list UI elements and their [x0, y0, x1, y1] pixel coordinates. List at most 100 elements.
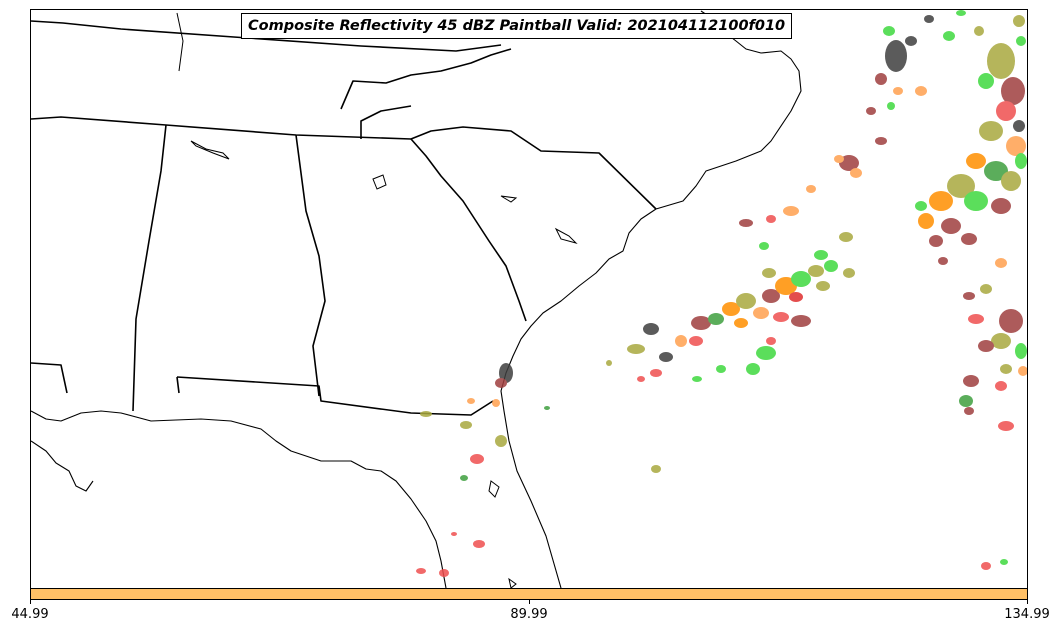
storm-cell	[1000, 559, 1008, 565]
storm-cell	[947, 174, 975, 198]
nc-north-coast-line	[340, 48, 512, 110]
storm-cell	[1006, 136, 1026, 156]
storm-cell	[995, 381, 1007, 391]
storm-cell	[789, 292, 803, 302]
storm-cell	[839, 232, 853, 242]
storm-cell	[1015, 343, 1027, 359]
storm-cell	[606, 360, 612, 366]
storm-cell	[689, 336, 703, 346]
colorbar-label-min: 44.99	[11, 607, 49, 622]
lake-okeechobee	[508, 577, 517, 588]
storm-cell	[708, 313, 724, 325]
storm-cell	[766, 215, 776, 223]
storm-cell	[887, 102, 895, 110]
storm-cell	[1016, 36, 1026, 46]
map-svg	[31, 10, 1027, 588]
storm-cell	[808, 265, 824, 277]
storm-cell	[643, 323, 659, 335]
storm-cell	[1015, 153, 1027, 169]
storm-cell	[964, 407, 974, 415]
storm-cell	[978, 73, 994, 89]
storm-cell	[850, 168, 862, 178]
storm-cell	[736, 293, 756, 309]
storm-cell	[544, 406, 550, 410]
storm-cell	[987, 43, 1015, 79]
colorbar-label-mid: 89.99	[510, 607, 548, 622]
storm-cell	[734, 318, 748, 328]
state-borders	[31, 20, 657, 416]
storm-cell	[467, 398, 475, 404]
storm-cell	[627, 344, 645, 354]
storm-cell	[941, 218, 961, 234]
storm-cell	[1013, 120, 1025, 132]
storm-cell	[929, 191, 953, 211]
storm-cell	[938, 257, 948, 265]
storm-cell	[492, 399, 500, 407]
storm-cell	[766, 337, 776, 345]
storm-cell	[1018, 366, 1027, 376]
storm-cell	[753, 307, 769, 319]
la-ms-border	[31, 362, 68, 394]
lakes	[176, 12, 578, 588]
storm-cell	[460, 475, 468, 481]
storm-cell	[1000, 364, 1012, 374]
storm-cell	[791, 271, 811, 287]
storm-cell	[966, 153, 986, 169]
storm-cell	[659, 352, 673, 362]
storm-cell	[961, 233, 977, 245]
colorbar-tick-right	[1027, 600, 1028, 604]
storm-cell	[416, 568, 426, 574]
storm-cell	[722, 302, 740, 316]
storm-cell	[495, 378, 507, 388]
storm-cell	[420, 411, 432, 417]
storm-cell	[883, 26, 895, 36]
storm-cell	[959, 395, 973, 407]
storm-cell	[915, 201, 927, 211]
storm-cell	[756, 346, 776, 360]
storm-cell	[964, 191, 988, 211]
storm-cell	[996, 101, 1016, 121]
al-ga-border	[295, 134, 326, 397]
storm-cell	[999, 309, 1023, 333]
atlantic-coast	[500, 208, 657, 588]
storm-cell	[716, 365, 726, 373]
storm-cell	[499, 363, 513, 383]
storm-cell	[893, 87, 903, 95]
colorbar-tick-middle	[529, 600, 530, 604]
storm-cell	[866, 107, 876, 115]
storm-cell	[991, 333, 1011, 349]
storm-cell	[1001, 171, 1021, 191]
storm-cell	[773, 312, 789, 322]
storm-cell	[1001, 77, 1025, 105]
storm-cell	[675, 335, 687, 347]
storm-cell	[915, 86, 927, 96]
lake-guntersville	[190, 140, 230, 160]
storm-cell	[875, 73, 887, 85]
storm-cell	[746, 363, 760, 375]
storm-cell	[963, 292, 975, 300]
storm-cell	[956, 10, 966, 16]
storm-cell	[691, 316, 711, 330]
storm-cell	[692, 376, 702, 382]
storm-cell	[739, 219, 753, 227]
storm-cell	[762, 289, 780, 303]
storm-cell	[991, 198, 1011, 214]
storm-cell	[783, 206, 799, 216]
storm-cell	[981, 562, 991, 570]
map-panel	[30, 9, 1028, 589]
storm-cell	[806, 185, 816, 193]
storm-cell	[979, 121, 1003, 141]
storm-cell	[995, 258, 1007, 268]
storm-cell	[885, 40, 907, 72]
storm-cell	[984, 161, 1008, 181]
storm-cell	[943, 31, 955, 41]
storm-cell	[968, 314, 984, 324]
storm-cell	[974, 26, 984, 36]
nc-west-border	[360, 105, 412, 139]
storm-cell	[814, 250, 828, 260]
colorbar-tick-left	[30, 600, 31, 604]
storm-cell	[775, 277, 797, 295]
storm-cell	[843, 268, 855, 278]
storm-cell	[762, 268, 776, 278]
la-coast	[31, 440, 94, 492]
